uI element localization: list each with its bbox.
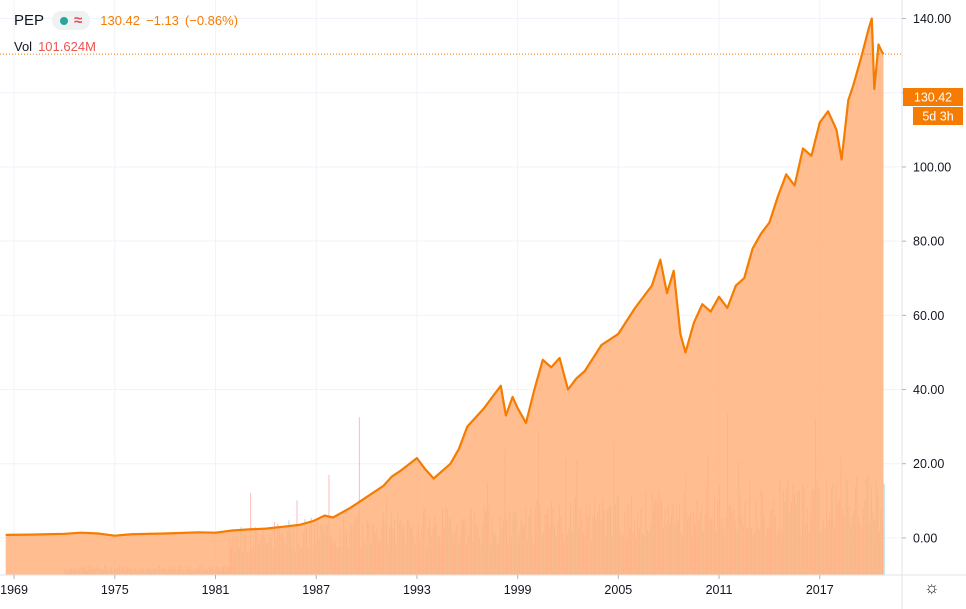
time-tick-label: 2011 <box>706 583 733 597</box>
volume-legend: Vol 101.624M <box>14 39 96 54</box>
change-value: −1.13 <box>146 13 179 28</box>
time-tick-label: 2005 <box>604 583 632 597</box>
time-tick-label: 1969 <box>0 583 28 597</box>
symbol-label[interactable]: PEP <box>14 12 45 29</box>
volume-label: Vol <box>14 39 33 54</box>
price-line <box>5 17 885 537</box>
price-tick-label: 40.00 <box>913 383 944 397</box>
green-dot-icon <box>60 16 69 25</box>
time-scale[interactable]: 1969 1975 1981 1987 1993 1999 2005 2011 2017 <box>0 575 834 597</box>
status-pill[interactable]: ≈ <box>52 11 91 30</box>
time-tick-label: 1993 <box>403 583 431 597</box>
price-tick-label: 0.00 <box>913 531 937 545</box>
volume-value: 101.624M <box>38 39 96 54</box>
price-tag-label: 130.42 <box>914 91 952 105</box>
countdown-tag-label: 5d 3h <box>922 110 953 124</box>
wave-icon: ≈ <box>74 12 83 29</box>
price-tick-label: 80.00 <box>913 235 944 249</box>
change-percent: (−0.86%) <box>184 13 239 28</box>
time-tick-label: 1999 <box>504 583 532 597</box>
time-tick-label: 1987 <box>302 583 330 597</box>
price-tick-label: 100.00 <box>913 160 951 174</box>
last-price-value: 130.42 <box>100 13 141 28</box>
price-tick-label: 20.00 <box>913 457 944 471</box>
time-tick-label: 2017 <box>806 583 834 597</box>
time-tick-label: 1981 <box>202 583 230 597</box>
volume-bar <box>883 484 885 575</box>
time-tick-label: 1975 <box>101 583 129 597</box>
price-scale[interactable]: 0.0020.0040.0060.0080.00100.00120.00140.… <box>902 12 951 545</box>
legend: PEP ≈ 130.42 −1.13 (−0.86%) <box>14 11 244 30</box>
gear-icon[interactable]: ☼ <box>924 578 940 597</box>
price-tick-label: 140.00 <box>913 12 951 26</box>
volume-bar <box>358 417 360 575</box>
countdown-tag-box <box>913 107 963 125</box>
price-tag: 130.42 5d 3h <box>903 88 963 125</box>
price-area <box>5 18 884 575</box>
price-tag-box <box>903 88 963 106</box>
price-tick-label: 60.00 <box>913 309 944 323</box>
